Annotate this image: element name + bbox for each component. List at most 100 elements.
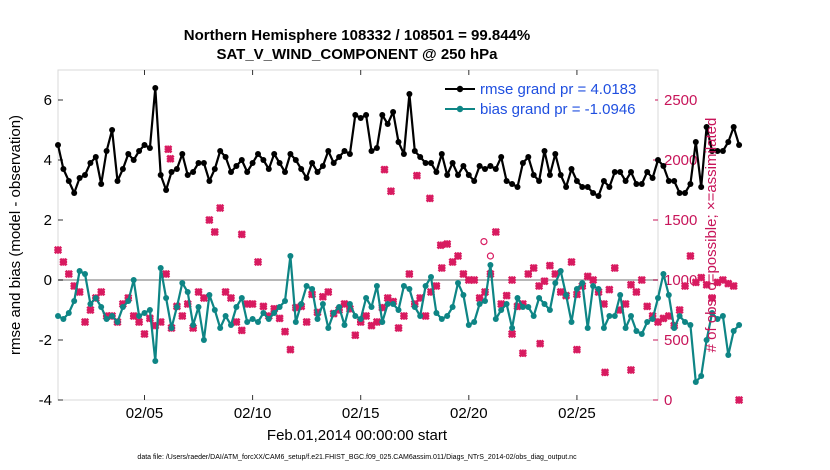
obs-assimilated-marker bbox=[194, 287, 203, 297]
obs-assimilated-marker bbox=[545, 261, 555, 270]
x-axis-label: Feb.01,2014 00:00:00 start bbox=[267, 427, 448, 444]
series-point-bias bbox=[536, 295, 543, 301]
series-point-rmse bbox=[644, 169, 651, 175]
obs-assimilated-marker bbox=[637, 275, 646, 285]
series-point-rmse bbox=[179, 151, 186, 157]
obs-assimilated-marker bbox=[164, 145, 173, 154]
series-point-rmse bbox=[244, 169, 251, 175]
series-point-rmse bbox=[314, 169, 321, 175]
series-point-bias bbox=[87, 301, 94, 307]
series-point-rmse bbox=[336, 154, 343, 160]
y-right-tick-label: 2500 bbox=[664, 92, 697, 109]
series-point-rmse bbox=[211, 166, 218, 172]
series-point-bias bbox=[600, 325, 607, 331]
series-point-bias bbox=[163, 295, 170, 301]
x-tick-label: 02/05 bbox=[126, 405, 164, 422]
series-point-rmse bbox=[698, 184, 705, 190]
obs-assimilated-marker bbox=[626, 365, 636, 375]
series-point-bias bbox=[552, 280, 559, 286]
series-point-bias bbox=[703, 337, 710, 343]
series-point-bias bbox=[292, 319, 299, 325]
series-point-bias bbox=[460, 292, 467, 298]
series-point-bias bbox=[384, 301, 391, 307]
series-point-bias bbox=[109, 313, 116, 319]
series-point-rmse bbox=[590, 190, 597, 196]
series-point-bias bbox=[228, 322, 234, 328]
series-point-bias bbox=[249, 316, 256, 322]
series-point-bias bbox=[590, 283, 597, 289]
obs-assimilated-marker bbox=[536, 339, 545, 348]
obs-assimilated-marker bbox=[64, 269, 73, 279]
obs-assimilated-marker bbox=[529, 263, 538, 273]
series-point-bias bbox=[482, 298, 488, 304]
series-point-rmse bbox=[638, 181, 645, 187]
series-point-bias bbox=[519, 304, 526, 310]
series-point-bias bbox=[719, 313, 726, 319]
series-point-bias bbox=[676, 313, 683, 319]
series-point-rmse bbox=[730, 124, 737, 130]
series-point-bias bbox=[346, 301, 353, 307]
series-point-rmse bbox=[525, 154, 532, 160]
series-point-bias bbox=[476, 301, 483, 307]
obs-assimilated-marker bbox=[97, 287, 106, 297]
series-point-bias bbox=[487, 262, 494, 268]
obs-assimilated-marker bbox=[134, 317, 144, 327]
series-point-bias bbox=[217, 325, 224, 331]
series-point-bias bbox=[514, 295, 521, 301]
series-point-rmse bbox=[238, 157, 245, 163]
series-point-rmse bbox=[255, 151, 261, 157]
series-point-bias bbox=[660, 271, 667, 277]
series-point-bias bbox=[687, 322, 694, 328]
series-point-rmse bbox=[503, 178, 510, 184]
y-tick-label: -4 bbox=[39, 392, 52, 409]
obs-assimilated-marker bbox=[75, 287, 84, 297]
series-point-rmse bbox=[682, 190, 688, 196]
obs-assimilated-marker bbox=[394, 323, 403, 333]
series-point-rmse bbox=[325, 148, 332, 154]
series-point-rmse bbox=[514, 184, 521, 190]
obs-assimilated-marker bbox=[491, 227, 500, 237]
obs-assimilated-marker bbox=[237, 326, 246, 335]
series-point-rmse bbox=[395, 139, 402, 145]
series-point-rmse bbox=[622, 178, 629, 184]
series-point-bias bbox=[98, 304, 105, 310]
series-point-bias bbox=[357, 316, 364, 322]
series-point-bias bbox=[671, 325, 678, 331]
series-point-rmse bbox=[736, 142, 743, 148]
series-point-rmse bbox=[617, 169, 624, 175]
obs-assimilated-marker bbox=[610, 263, 619, 273]
series-point-rmse bbox=[709, 148, 716, 154]
series-point-bias bbox=[411, 304, 418, 310]
y-axis-label-right: # of obs: o=possible; ×=assimilated bbox=[703, 118, 720, 353]
obs-assimilated-marker bbox=[302, 317, 311, 327]
obs-assimilated-marker bbox=[59, 257, 68, 267]
series-point-bias bbox=[341, 322, 348, 328]
y-tick-label: 0 bbox=[44, 272, 52, 289]
series-point-rmse bbox=[406, 91, 413, 97]
series-point-rmse bbox=[660, 163, 667, 169]
series-point-bias bbox=[265, 316, 272, 322]
series-point-rmse bbox=[557, 172, 564, 178]
series-point-bias bbox=[584, 325, 591, 331]
y-right-tick-label: 2000 bbox=[664, 152, 697, 169]
obs-assimilated-marker bbox=[675, 305, 684, 315]
series-point-rmse bbox=[141, 142, 148, 148]
obs-assimilated-marker bbox=[475, 293, 484, 303]
obs-assimilated-marker bbox=[324, 287, 333, 297]
series-point-bias bbox=[141, 310, 148, 316]
series-point-bias bbox=[541, 301, 548, 307]
series-point-bias bbox=[698, 373, 705, 379]
series-point-rmse bbox=[546, 172, 553, 178]
obs-assimilated-marker bbox=[436, 241, 445, 250]
series-point-rmse bbox=[206, 178, 213, 184]
series-point-rmse bbox=[584, 184, 591, 190]
series-point-bias bbox=[417, 313, 424, 319]
series-point-rmse bbox=[449, 160, 456, 166]
legend-marker-rmse bbox=[456, 85, 464, 93]
series-point-bias bbox=[130, 277, 137, 283]
series-point-rmse bbox=[519, 160, 526, 166]
obs-assimilated-marker bbox=[718, 275, 727, 285]
legend-label-rmse: rmse grand pr = 4.0183 bbox=[480, 81, 636, 98]
series-point-rmse bbox=[573, 178, 580, 184]
obs-assimilated-marker bbox=[286, 345, 295, 354]
